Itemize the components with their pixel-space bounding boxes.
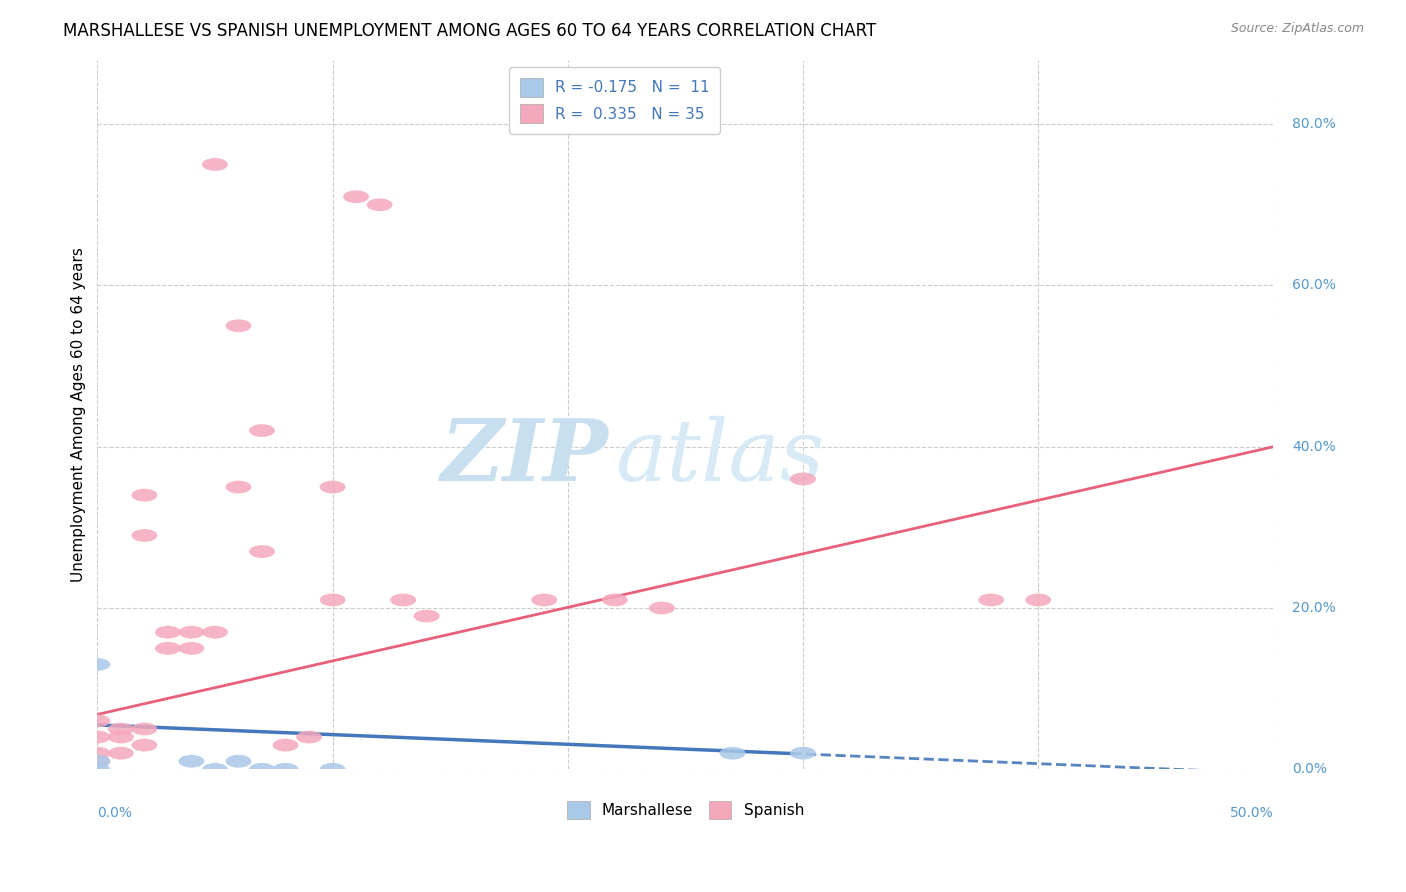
Ellipse shape: [131, 489, 157, 501]
Text: 0.0%: 0.0%: [97, 805, 132, 820]
Ellipse shape: [202, 626, 228, 639]
Ellipse shape: [179, 626, 204, 639]
Ellipse shape: [602, 593, 627, 607]
Legend: Marshallese, Spanish: Marshallese, Spanish: [561, 795, 810, 825]
Ellipse shape: [84, 755, 110, 768]
Ellipse shape: [297, 731, 322, 743]
Ellipse shape: [1025, 593, 1052, 607]
Text: Source: ZipAtlas.com: Source: ZipAtlas.com: [1230, 22, 1364, 36]
Ellipse shape: [84, 658, 110, 671]
Ellipse shape: [131, 723, 157, 735]
Ellipse shape: [108, 723, 134, 735]
Ellipse shape: [84, 755, 110, 768]
Text: 20.0%: 20.0%: [1292, 601, 1336, 615]
Ellipse shape: [367, 198, 392, 211]
Ellipse shape: [249, 763, 276, 776]
Ellipse shape: [225, 481, 252, 493]
Text: 0.0%: 0.0%: [1292, 763, 1327, 776]
Ellipse shape: [131, 529, 157, 541]
Ellipse shape: [202, 763, 228, 776]
Ellipse shape: [650, 601, 675, 615]
Ellipse shape: [720, 747, 745, 760]
Ellipse shape: [84, 763, 110, 776]
Text: MARSHALLESE VS SPANISH UNEMPLOYMENT AMONG AGES 60 TO 64 YEARS CORRELATION CHART: MARSHALLESE VS SPANISH UNEMPLOYMENT AMON…: [63, 22, 876, 40]
Text: 60.0%: 60.0%: [1292, 278, 1336, 293]
Ellipse shape: [108, 731, 134, 743]
Text: 40.0%: 40.0%: [1292, 440, 1336, 454]
Ellipse shape: [319, 593, 346, 607]
Ellipse shape: [84, 747, 110, 760]
Ellipse shape: [531, 593, 557, 607]
Ellipse shape: [413, 610, 440, 623]
Ellipse shape: [319, 763, 346, 776]
Ellipse shape: [790, 473, 815, 485]
Ellipse shape: [179, 755, 204, 768]
Ellipse shape: [225, 755, 252, 768]
Ellipse shape: [155, 642, 181, 655]
Ellipse shape: [343, 190, 368, 203]
Text: 50.0%: 50.0%: [1230, 805, 1274, 820]
Ellipse shape: [319, 481, 346, 493]
Ellipse shape: [179, 642, 204, 655]
Ellipse shape: [108, 747, 134, 760]
Ellipse shape: [979, 593, 1004, 607]
Ellipse shape: [225, 319, 252, 332]
Ellipse shape: [84, 714, 110, 727]
Ellipse shape: [155, 626, 181, 639]
Text: 80.0%: 80.0%: [1292, 117, 1336, 131]
Text: ZIP: ZIP: [441, 416, 609, 499]
Ellipse shape: [273, 739, 298, 751]
Ellipse shape: [202, 158, 228, 171]
Ellipse shape: [273, 763, 298, 776]
Y-axis label: Unemployment Among Ages 60 to 64 years: Unemployment Among Ages 60 to 64 years: [72, 247, 86, 582]
Ellipse shape: [391, 593, 416, 607]
Text: atlas: atlas: [614, 416, 824, 499]
Ellipse shape: [249, 545, 276, 558]
Ellipse shape: [249, 425, 276, 437]
Ellipse shape: [790, 747, 815, 760]
Ellipse shape: [84, 731, 110, 743]
Ellipse shape: [131, 739, 157, 751]
